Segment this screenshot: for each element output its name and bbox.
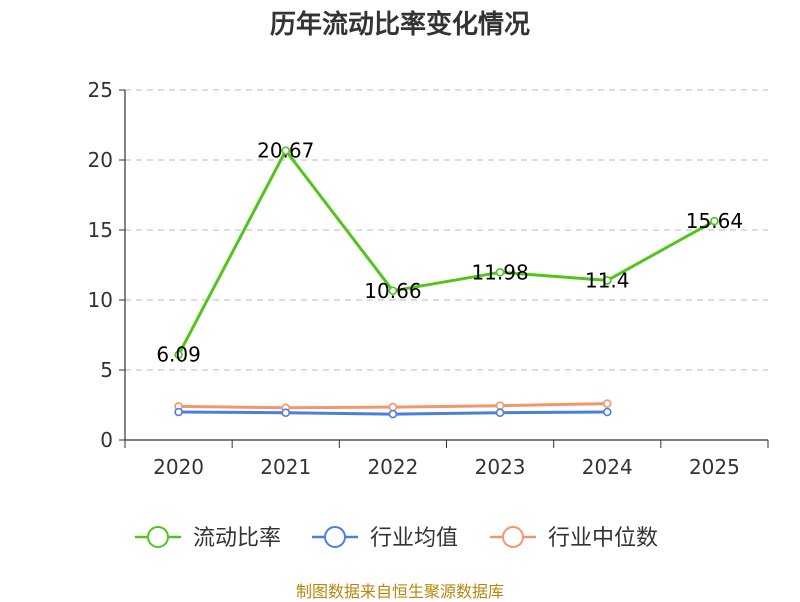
chart-title: 历年流动比率变化情况	[269, 10, 530, 40]
legend-marker	[502, 526, 524, 548]
data-point[interactable]	[388, 286, 398, 296]
x-tick-label: 2023	[475, 455, 526, 479]
data-label: 11.98	[471, 260, 528, 284]
data-label: 10.66	[364, 279, 421, 303]
data-label: 6.09	[156, 343, 201, 367]
data-point[interactable]	[602, 407, 612, 417]
data-point[interactable]	[174, 407, 183, 417]
legend-marker	[147, 526, 169, 548]
data-point[interactable]	[281, 408, 291, 418]
y-tick-label: 0	[100, 428, 113, 452]
series-line-0	[177, 149, 716, 356]
data-point[interactable]	[710, 216, 719, 226]
data-point[interactable]	[281, 146, 291, 155]
legend-item[interactable]: 行业中位数	[490, 526, 658, 551]
legend: 流动比率 行业均值 行业中位数	[135, 526, 658, 551]
legend-item[interactable]: 行业均值	[312, 526, 458, 551]
legend-item[interactable]: 流动比率	[135, 526, 281, 551]
y-tick-label: 15	[88, 218, 113, 242]
x-tick-label: 2022	[367, 455, 418, 479]
data-point[interactable]	[174, 350, 183, 360]
x-tick-label: 2025	[689, 455, 740, 479]
data-labels: 6.09 20.67 10.66 11.98 11.4 15.64	[156, 139, 743, 367]
data-point[interactable]	[388, 402, 398, 412]
y-tick-label: 25	[88, 78, 113, 102]
legend-label: 流动比率	[193, 526, 281, 551]
series-lines	[174, 146, 719, 419]
y-tick-label: 5	[100, 358, 113, 382]
data-point[interactable]	[495, 408, 505, 418]
y-tick-label: 10	[88, 288, 113, 312]
data-label: 11.4	[585, 268, 630, 292]
data-point[interactable]	[495, 267, 505, 277]
data-label: 20.67	[257, 139, 314, 163]
x-tick-label: 2024	[582, 455, 633, 479]
data-label: 15.64	[686, 209, 743, 233]
x-tick-label: 2021	[260, 455, 311, 479]
source-note: 制图数据来自恒生聚源数据库	[295, 582, 504, 601]
x-tick-label: 2020	[153, 455, 204, 479]
data-point[interactable]	[388, 409, 398, 419]
data-point[interactable]	[602, 399, 612, 408]
data-point[interactable]	[495, 401, 505, 411]
legend-label: 行业中位数	[548, 526, 658, 551]
legend-label: 行业均值	[370, 526, 458, 551]
y-tick-label: 20	[88, 148, 113, 172]
data-point[interactable]	[602, 276, 612, 285]
grid-lines	[125, 89, 768, 371]
legend-marker	[324, 526, 346, 548]
